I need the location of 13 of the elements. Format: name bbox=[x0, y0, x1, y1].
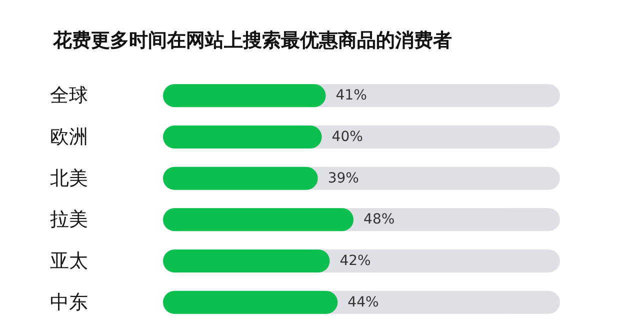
data-label: 48% bbox=[364, 212, 395, 228]
y-tick-label: 拉美 bbox=[50, 208, 88, 231]
y-tick-label: 北美 bbox=[50, 167, 88, 190]
data-label: 41% bbox=[336, 88, 367, 104]
data-label: 40% bbox=[332, 129, 363, 145]
data-label: 42% bbox=[340, 253, 371, 269]
chart-title: 花费更多时间在网站上搜索最优惠商品的消费者 bbox=[52, 30, 452, 52]
y-tick-label: 亚太 bbox=[50, 250, 88, 272]
y-tick-label: 中东 bbox=[50, 291, 88, 314]
y-tick-label: 欧洲 bbox=[50, 126, 88, 148]
data-label: 39% bbox=[328, 170, 359, 186]
data-label: 44% bbox=[348, 294, 379, 310]
y-tick-label: 全球 bbox=[50, 84, 88, 107]
